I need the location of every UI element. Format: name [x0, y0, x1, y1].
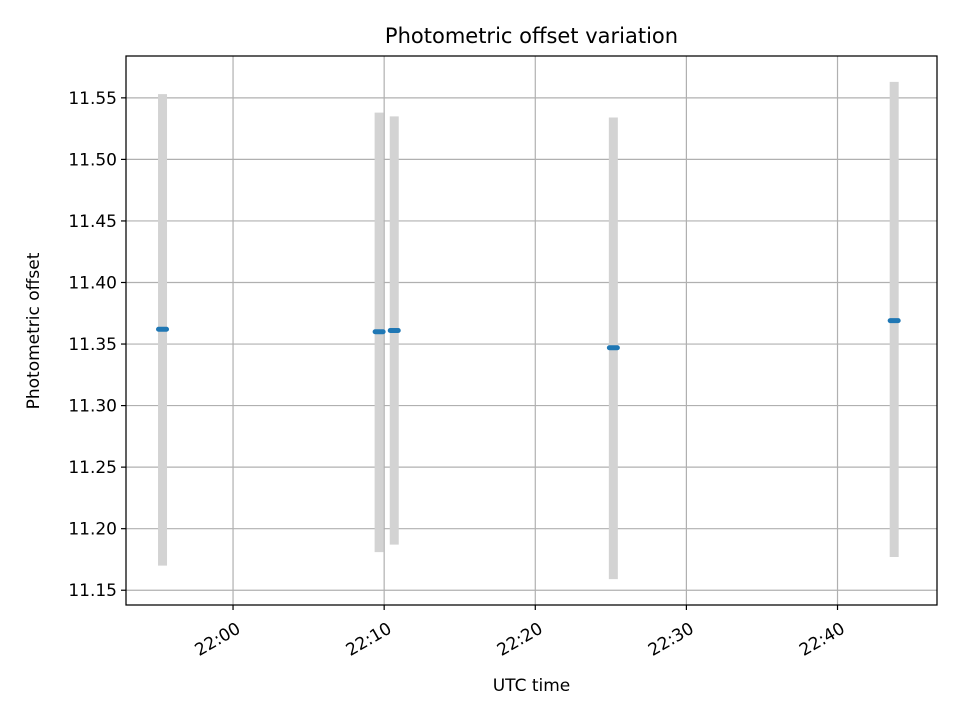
chart-title: Photometric offset variation — [385, 24, 678, 48]
y-tick-label: 11.45 — [68, 212, 117, 232]
y-tick-label: 11.25 — [68, 458, 117, 478]
y-tick-label: 11.15 — [68, 581, 117, 601]
y-tick-label: 11.30 — [68, 397, 117, 417]
y-tick-label: 11.50 — [68, 150, 117, 170]
plot-frame — [125, 55, 938, 606]
data-points — [156, 318, 901, 351]
y-axis: 11.15 11.20 11.25 11.30 11.35 11.40 11.45 11.50… — [68, 89, 126, 601]
y-tick-label: 11.35 — [68, 335, 117, 355]
y-tick-label: 11.20 — [68, 520, 117, 540]
y-tick-label: 11.40 — [68, 273, 117, 293]
y-axis-label: Photometric offset — [24, 252, 44, 409]
grid — [126, 56, 937, 605]
x-axis-label: UTC time — [493, 676, 571, 696]
y-tick-label: 11.55 — [68, 89, 117, 109]
